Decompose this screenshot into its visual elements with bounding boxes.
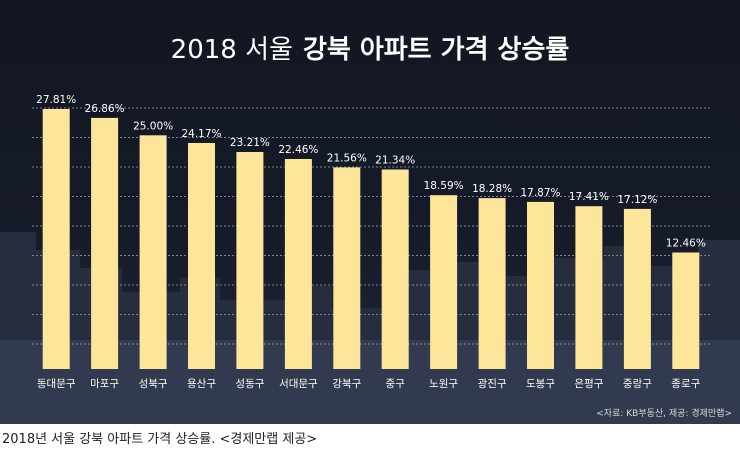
source-note: <자료: KB부동산, 제공: 경제만랩> <box>596 407 732 419</box>
value-label: 12.46% <box>666 238 706 250</box>
category-label: 강북구 <box>332 378 361 390</box>
category-label: 용산구 <box>187 378 216 390</box>
grid-lines <box>32 107 710 345</box>
bar-1 <box>42 109 70 369</box>
value-label: 18.59% <box>424 180 464 192</box>
value-label: 23.21% <box>230 137 270 149</box>
category-label: 성동구 <box>235 378 264 390</box>
category-label: 마포구 <box>90 378 119 390</box>
value-label: 17.12% <box>617 194 657 206</box>
category-label: 광진구 <box>478 378 507 390</box>
value-label: 24.17% <box>181 128 221 140</box>
chart-title: 2018 서울 강북 아파트 가격 상승률 <box>171 35 570 65</box>
category-label: 종로구 <box>671 378 700 390</box>
bar-3 <box>139 135 167 369</box>
value-label: 25.00% <box>133 120 173 132</box>
bar-11 <box>527 201 554 369</box>
figure-caption: 2018년 서울 강북 아파트 가격 상승률. <경제만랩 제공> <box>2 432 318 447</box>
bar-2 <box>91 117 119 370</box>
bar-5 <box>236 152 264 369</box>
bar-14 <box>672 252 700 369</box>
value-label: 17.41% <box>569 191 609 203</box>
chart-title-bold: 강북 아파트 가격 상승률 <box>303 35 569 65</box>
category-label: 서대문구 <box>279 378 318 390</box>
bar-13 <box>623 208 651 369</box>
value-label: 26.86% <box>85 103 125 115</box>
value-label: 27.81% <box>36 94 76 106</box>
bar-9 <box>430 195 458 369</box>
value-label: 18.28% <box>472 183 512 195</box>
bar-4 <box>188 143 215 369</box>
value-label: 21.34% <box>375 155 415 167</box>
bar-7 <box>333 167 361 369</box>
category-label: 중구 <box>386 378 406 390</box>
category-label: 도봉구 <box>526 378 555 390</box>
bar-8 <box>381 169 409 369</box>
bar-12 <box>575 206 603 369</box>
chart-figure: 2018 서울 강북 아파트 가격 상승률 27.81% 동대문구 26.86% 마포구… <box>0 0 740 424</box>
value-label: 21.56% <box>327 152 367 164</box>
bar-chart: 2018 서울 강북 아파트 가격 상승률 27.81% 동대문구 26.86% 마포구… <box>32 35 732 419</box>
category-label: 동대문구 <box>37 378 76 390</box>
bar-series: 27.81% 동대문구 26.86% 마포구 25.00% 성북구 24.17% 용산구 23.… <box>36 94 706 390</box>
chart-title-light: 2018 서울 <box>171 35 293 65</box>
category-label: 성북구 <box>139 378 168 390</box>
value-label: 17.87% <box>520 187 560 199</box>
bar-10 <box>478 198 506 369</box>
bar-6 <box>284 159 312 369</box>
category-label: 은평구 <box>574 378 603 390</box>
value-label: 22.46% <box>278 144 318 156</box>
category-label: 노원구 <box>429 378 458 390</box>
category-label: 중랑구 <box>623 378 652 390</box>
city-skyline-background <box>0 232 740 424</box>
